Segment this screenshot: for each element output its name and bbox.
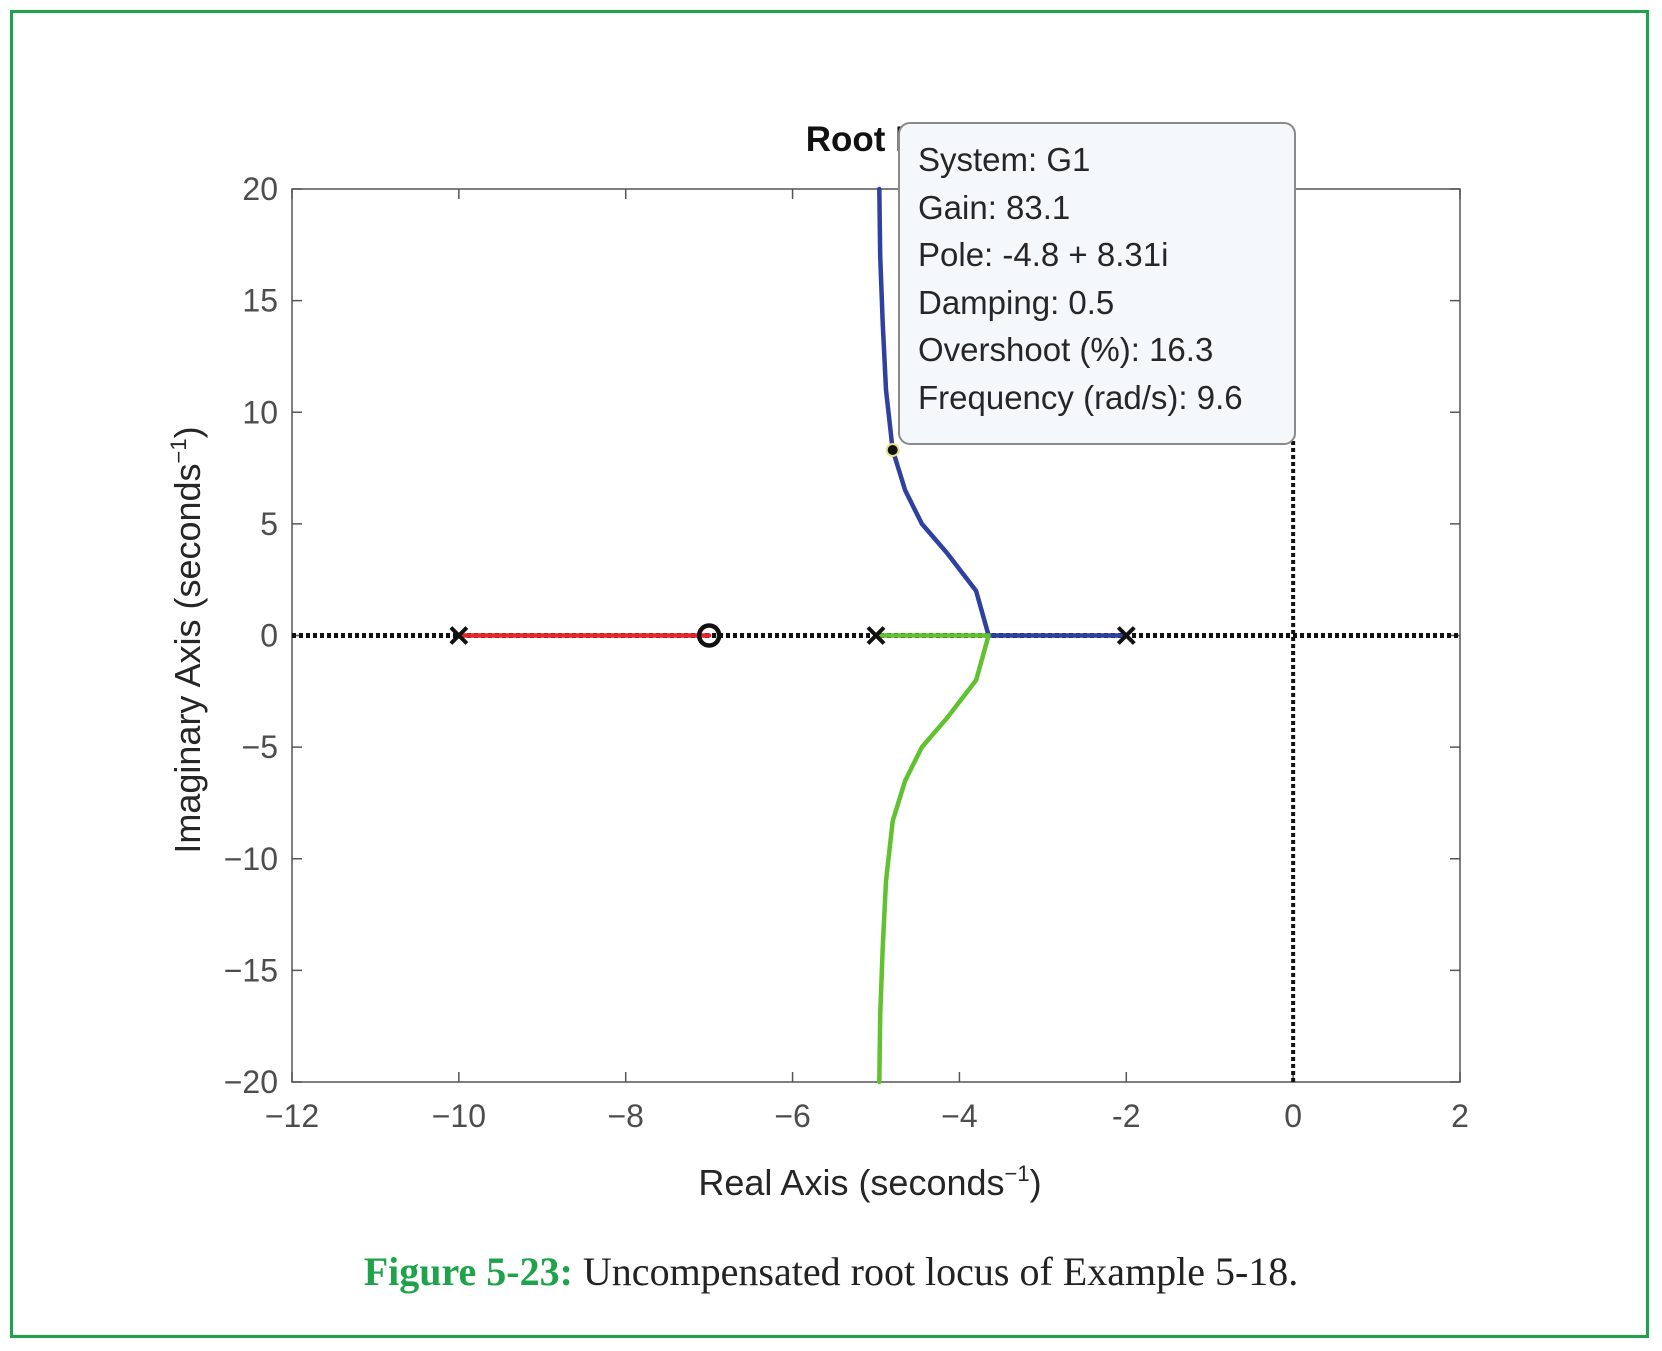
x-tick-label: −8 [607,1098,643,1134]
y-tick-label: −5 [242,729,278,765]
pole-marker [866,626,886,645]
y-tick-label: −10 [224,841,278,877]
caption-text: Uncompensated root locus of Example 5-18… [572,1249,1299,1294]
tip-pole: Pole: -4.8 + 8.31i [918,236,1169,273]
pole-marker [449,626,469,645]
tip-gain: Gain: 83.1 [918,188,1071,226]
y-tick-label: 15 [242,283,278,319]
tip-damping: Damping: 0.5 [918,283,1115,321]
y-tick-label: 10 [242,394,278,430]
zero-marker [696,623,722,648]
x-tick-label: −4 [941,1098,977,1134]
y-axis-label: Imaginary Axis (seconds−1) [166,426,208,853]
pole-marker [1116,626,1136,645]
y-tick-label: −20 [224,1064,278,1100]
locus-branch-3 [873,633,991,1085]
x-axis-label: Real Axis (seconds−1) [698,1161,1041,1203]
tip-system: System: G1 [918,141,1091,178]
figure-caption: Figure 5-23: Uncompensated root locus of… [0,1248,1662,1295]
locus-branch-2 [877,186,1129,638]
x-tick-label: 0 [1284,1098,1302,1134]
data-tip[interactable]: System: G1 Gain: 83.1 Pole: -4.8 + 8.31i… [898,122,1296,445]
figure-frame [10,10,1649,1338]
y-tick-label: −15 [224,952,278,988]
tip-overshoot: Overshoot (%): 16.3 [918,331,1214,368]
caption-label: Figure 5-23: [363,1249,573,1294]
tip-frequency: Frequency (rad/s): 9.6 [918,378,1243,416]
x-tick-label: -2 [1112,1098,1140,1134]
x-tick-label: −10 [432,1098,486,1134]
y-tick-label: 20 [242,171,278,207]
x-tick-label: 2 [1451,1098,1469,1134]
y-tick-label: 0 [260,618,278,654]
x-tick-label: −12 [265,1098,319,1134]
selected-point-marker [885,442,900,457]
y-tick-label: 5 [260,506,278,542]
x-tick-label: −6 [774,1098,810,1134]
